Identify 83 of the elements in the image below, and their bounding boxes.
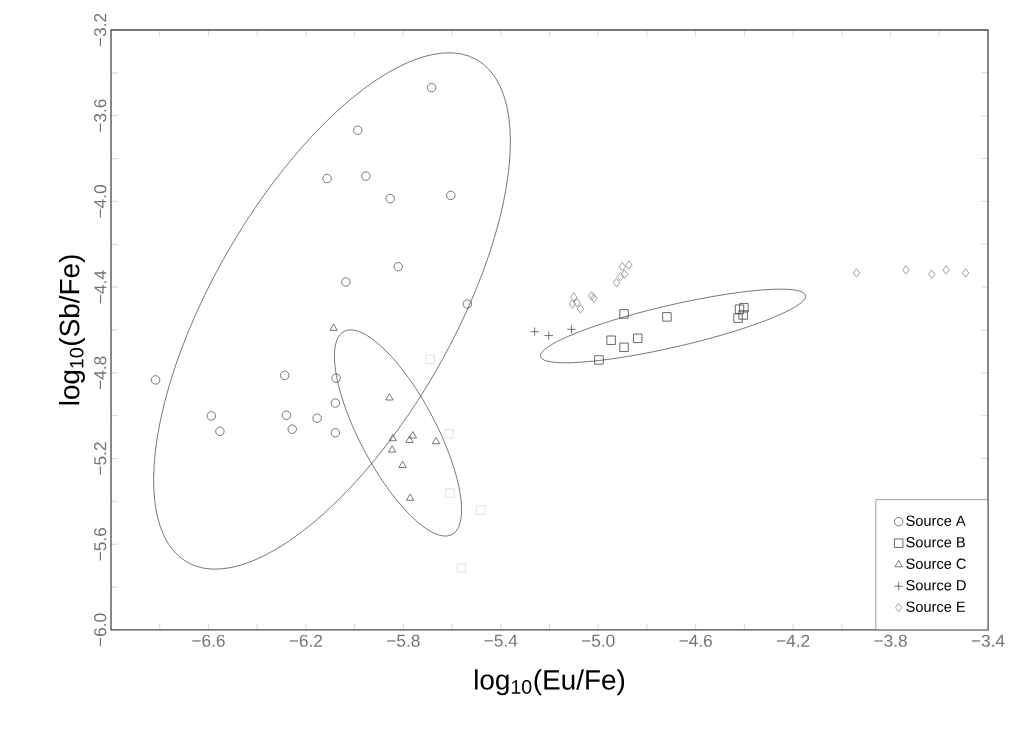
point [928, 269, 936, 279]
point [385, 193, 395, 204]
x-tick-label: −5.0 [582, 634, 615, 647]
point [662, 312, 672, 322]
point [576, 304, 585, 314]
point [568, 299, 576, 309]
point [633, 333, 643, 343]
point [329, 323, 338, 331]
point [331, 373, 341, 383]
legend-label: Source A [906, 515, 966, 526]
legend-label: Source C [906, 558, 966, 569]
point [426, 82, 437, 93]
x-tick-label: −5.8 [387, 634, 420, 647]
point [566, 324, 577, 334]
point [425, 354, 435, 364]
point [529, 327, 540, 337]
point [606, 335, 616, 345]
point [431, 436, 441, 445]
legend-label: Source D [906, 580, 966, 591]
point [852, 268, 861, 278]
y-tick-label: −6.0 [94, 613, 107, 647]
point [619, 309, 629, 319]
point [475, 505, 486, 515]
point [462, 299, 473, 309]
y-tick-label: −5.2 [94, 442, 107, 475]
point [445, 488, 455, 498]
x-tick-label: −3.8 [874, 634, 907, 647]
point [902, 265, 910, 275]
point [353, 125, 363, 135]
x-tick-label: −4.2 [776, 634, 810, 647]
point [322, 173, 332, 184]
point [408, 431, 417, 439]
point [594, 355, 604, 365]
point [446, 190, 456, 201]
point [361, 171, 371, 181]
point [733, 313, 743, 323]
point [573, 298, 581, 308]
point [287, 424, 297, 434]
point [281, 410, 292, 420]
x-axis-title: log$_{10}$(Eu/Fe) [475, 669, 625, 696]
point [444, 429, 454, 439]
x-tick-label: −6.2 [289, 634, 323, 647]
x-tick-label: −5.4 [484, 634, 518, 647]
y-axis-title: log$_{10}$(Sb/Fe) [58, 255, 85, 405]
point [330, 398, 341, 408]
point [612, 277, 621, 288]
point [616, 271, 624, 282]
point [570, 292, 578, 302]
point [625, 260, 633, 270]
point [738, 310, 748, 320]
point [620, 269, 629, 279]
point [961, 268, 970, 278]
point [388, 445, 397, 453]
point [341, 277, 351, 287]
point [206, 411, 217, 421]
point [405, 435, 414, 443]
x-tick-label: −4.6 [679, 634, 712, 647]
point [734, 304, 745, 314]
point [280, 370, 290, 381]
point [388, 433, 397, 442]
x-tick-label: −3.4 [971, 634, 1005, 647]
y-tick-label: −4.4 [94, 270, 107, 304]
point [150, 375, 161, 385]
point [312, 413, 322, 423]
point [215, 426, 225, 436]
legend-label: Source B [906, 537, 965, 548]
x-tick-label: −6.6 [192, 634, 225, 647]
y-tick-label: −3.6 [94, 99, 107, 132]
point [619, 342, 629, 352]
point [618, 262, 626, 272]
point [942, 265, 950, 275]
y-tick-label: −4.8 [94, 356, 107, 390]
y-tick-label: −5.6 [94, 527, 107, 561]
point [456, 563, 467, 573]
point [385, 393, 394, 401]
point [393, 262, 403, 272]
y-tick-label: −4.0 [94, 185, 107, 218]
y-tick-label: −3.2 [94, 13, 107, 47]
point [739, 303, 749, 313]
point [406, 493, 415, 501]
point [330, 428, 341, 438]
point [398, 460, 407, 468]
legend-label: Source E [906, 601, 966, 612]
